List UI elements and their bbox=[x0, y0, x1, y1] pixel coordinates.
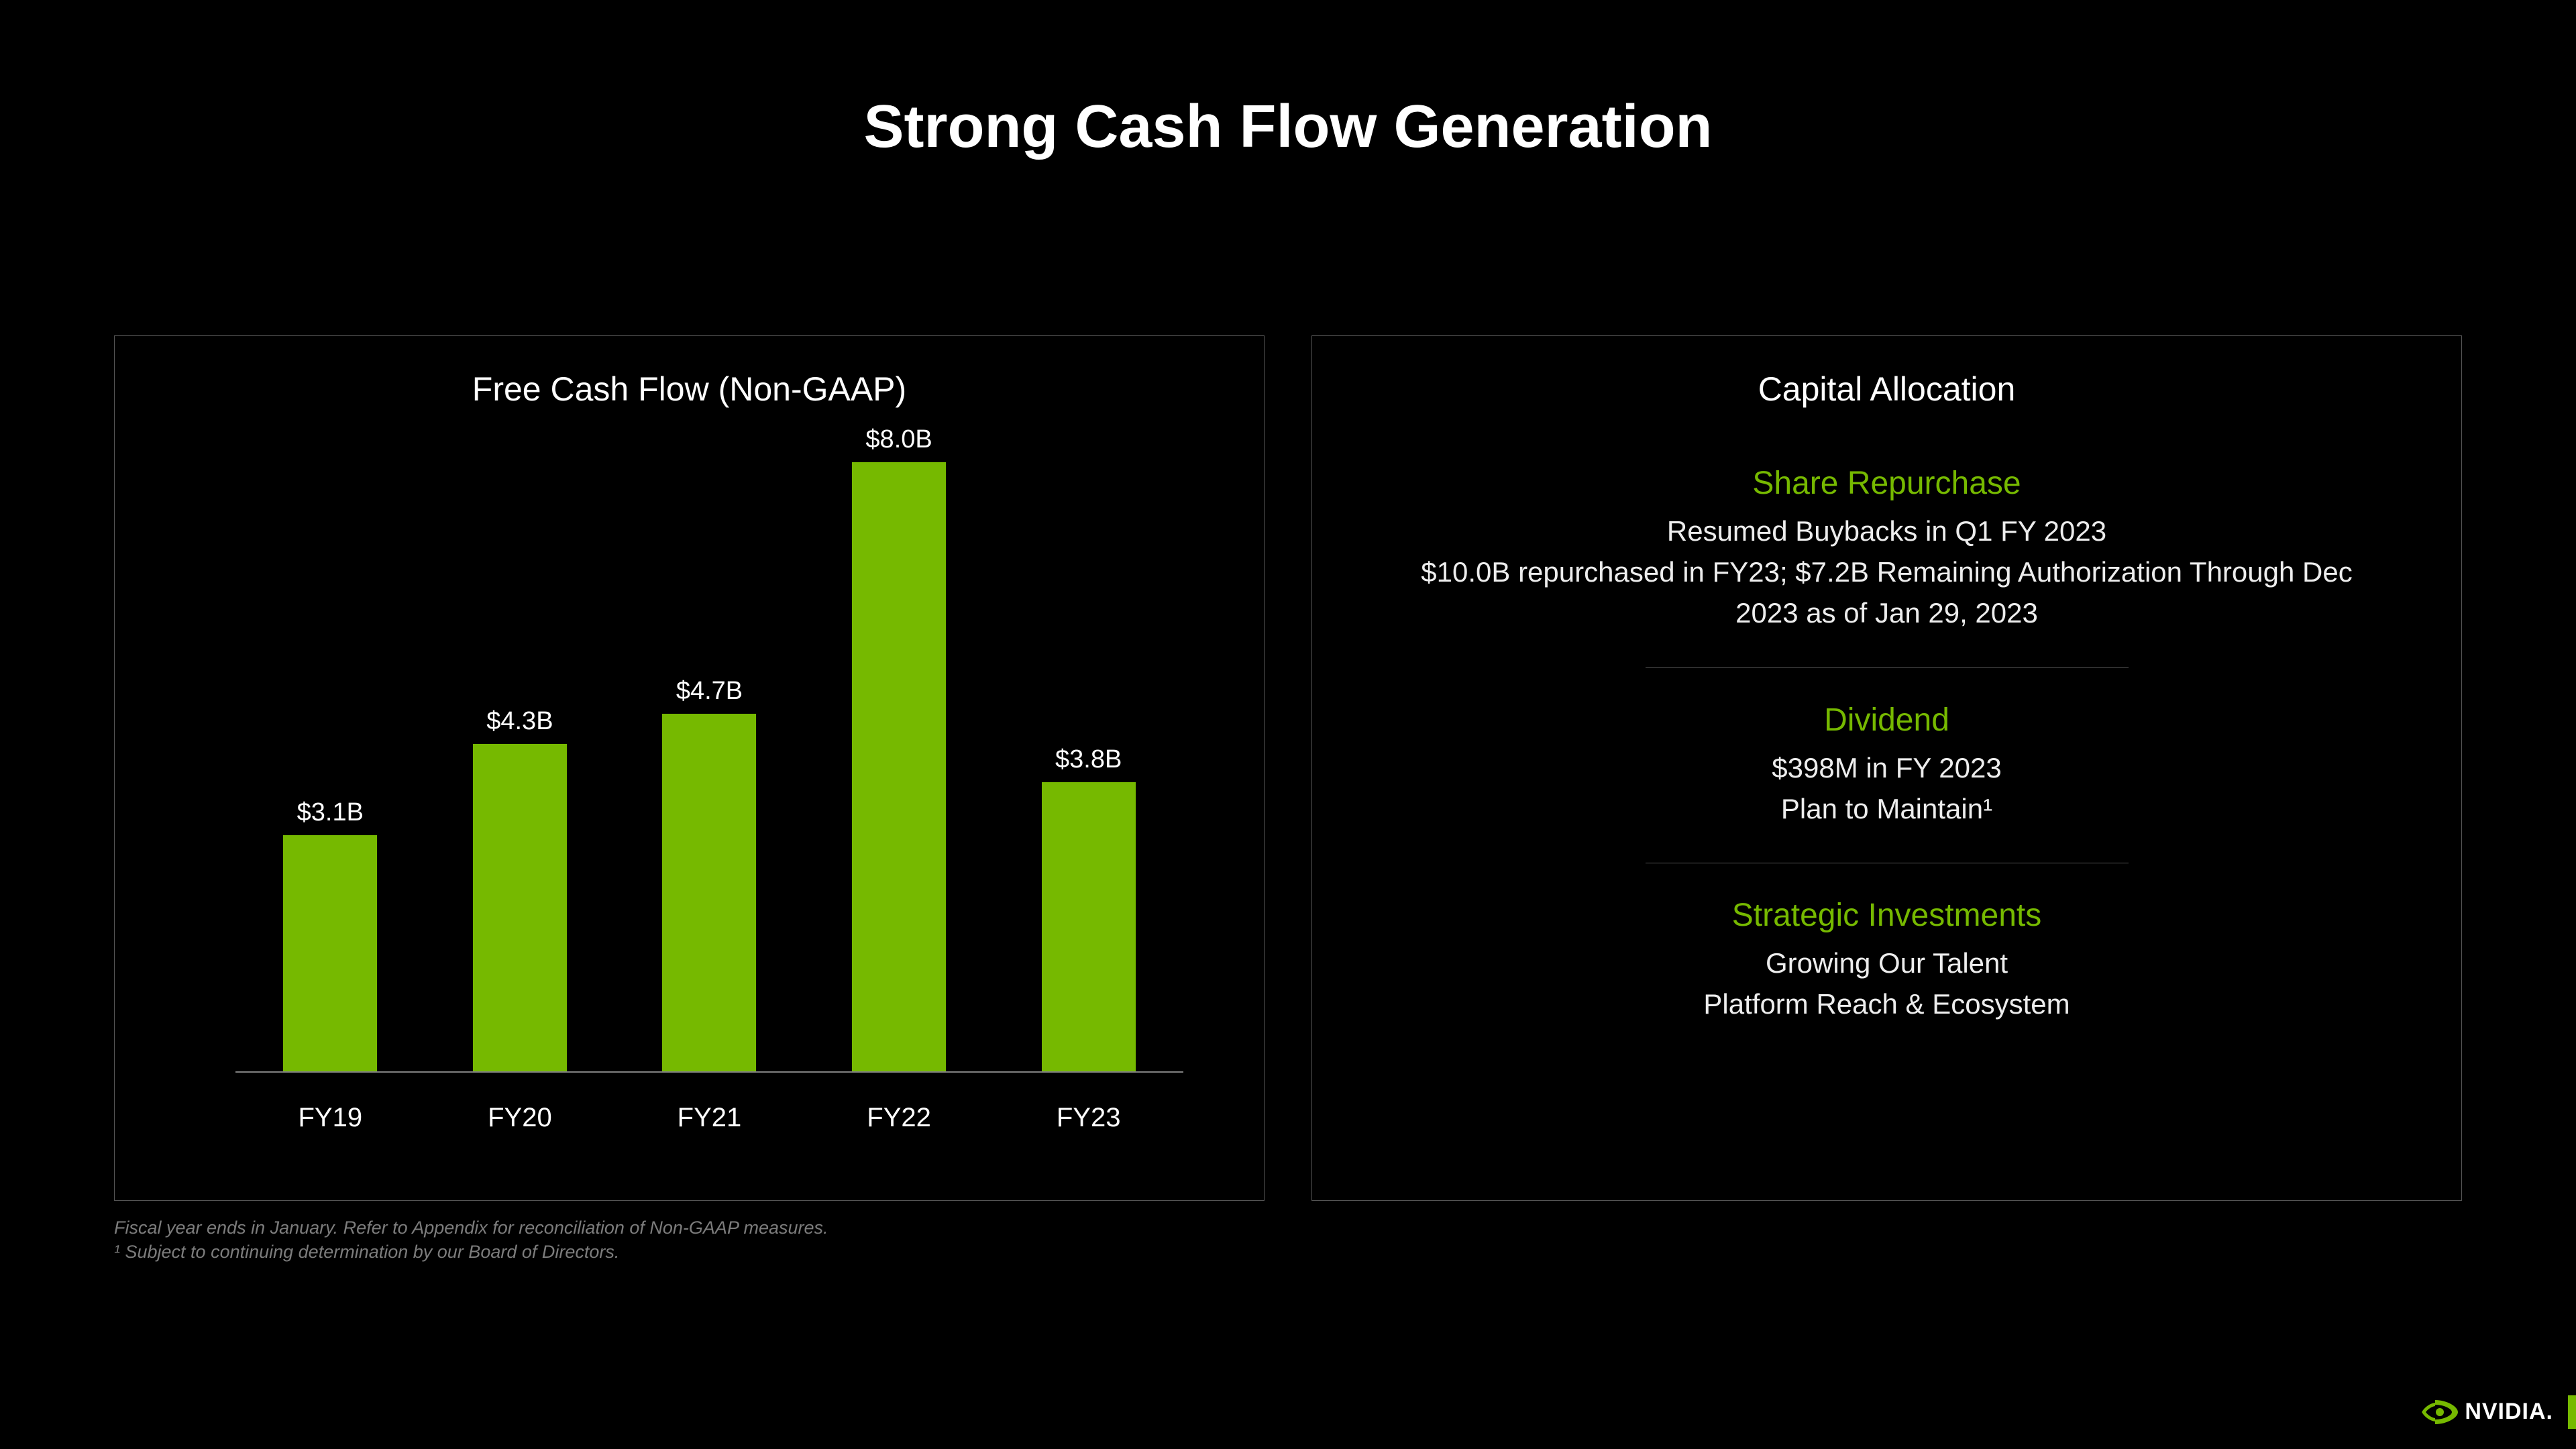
chart-title: Free Cash Flow (Non-GAAP) bbox=[155, 370, 1224, 409]
bar-value-label: $8.0B bbox=[865, 425, 932, 454]
chart-area: $3.1B$4.3B$4.7B$8.0B$3.8B FY19FY20FY21FY… bbox=[155, 435, 1224, 1153]
x-axis-labels: FY19FY20FY21FY22FY23 bbox=[235, 1103, 1183, 1133]
edge-accent-strip bbox=[2568, 1395, 2576, 1429]
bar-value-label: $3.1B bbox=[297, 798, 364, 827]
bar-slot: $3.8B bbox=[994, 462, 1183, 1071]
bars-container: $3.1B $4.3B $4.7B $8.0B $3.8B bbox=[235, 462, 1183, 1071]
section-divider bbox=[1646, 667, 2129, 668]
bar-value-label: $3.8B bbox=[1055, 745, 1122, 774]
nvidia-logo-text: NVIDIA. bbox=[2465, 1399, 2553, 1425]
x-axis-label: FY22 bbox=[804, 1103, 994, 1133]
allocation-section-line: $398M in FY 2023 bbox=[1772, 748, 2001, 789]
allocation-section-line: Platform Reach & Ecosystem bbox=[1703, 984, 2070, 1025]
footnote-line: ¹ Subject to continuing determination by… bbox=[114, 1240, 828, 1264]
x-axis-label: FY21 bbox=[614, 1103, 804, 1133]
allocation-content: Share Repurchase Resumed Buybacks in Q1 F… bbox=[1352, 435, 2421, 1025]
allocation-section-heading: Share Repurchase bbox=[1752, 465, 2021, 502]
allocation-section-heading: Dividend bbox=[1824, 702, 1949, 739]
bar-value-label: $4.7B bbox=[676, 677, 743, 706]
bar-slot: $4.3B bbox=[425, 462, 615, 1071]
bar-rect bbox=[1042, 782, 1136, 1071]
nvidia-eye-icon bbox=[2422, 1400, 2458, 1424]
bar-rect bbox=[852, 462, 946, 1071]
allocation-panel: Capital Allocation Share Repurchase Resum… bbox=[1311, 335, 2462, 1201]
bar-slot: $3.1B bbox=[235, 462, 425, 1071]
x-axis-label: FY19 bbox=[235, 1103, 425, 1133]
chart-panel: Free Cash Flow (Non-GAAP) $3.1B $4.3B $4.7… bbox=[114, 335, 1265, 1201]
nvidia-logo: NVIDIA. bbox=[2422, 1399, 2553, 1425]
bar-slot: $4.7B bbox=[614, 462, 804, 1071]
footnote-line: Fiscal year ends in January. Refer to Ap… bbox=[114, 1216, 828, 1240]
allocation-title: Capital Allocation bbox=[1352, 370, 2421, 409]
allocation-section-line: Growing Our Talent bbox=[1766, 943, 2008, 984]
x-axis-label: FY20 bbox=[425, 1103, 615, 1133]
bar-slot: $8.0B bbox=[804, 462, 994, 1071]
panels-row: Free Cash Flow (Non-GAAP) $3.1B $4.3B $4.7… bbox=[114, 335, 2462, 1201]
allocation-section-heading: Strategic Investments bbox=[1732, 897, 2042, 934]
allocation-section-line: $10.0B repurchased in FY23; $7.2B Remain… bbox=[1393, 552, 2381, 634]
bar-value-label: $4.3B bbox=[486, 707, 553, 736]
x-axis-label: FY23 bbox=[994, 1103, 1183, 1133]
bar-rect bbox=[283, 835, 377, 1071]
allocation-section-line: Plan to Maintain¹ bbox=[1781, 789, 1992, 830]
slide-title: Strong Cash Flow Generation bbox=[0, 93, 2576, 162]
bar-rect bbox=[473, 744, 567, 1071]
chart-plot: $3.1B $4.3B $4.7B $8.0B $3.8B bbox=[235, 462, 1183, 1073]
allocation-section-line: Resumed Buybacks in Q1 FY 2023 bbox=[1667, 511, 2106, 552]
bar-rect bbox=[662, 714, 756, 1071]
footnotes: Fiscal year ends in January. Refer to Ap… bbox=[114, 1216, 828, 1265]
